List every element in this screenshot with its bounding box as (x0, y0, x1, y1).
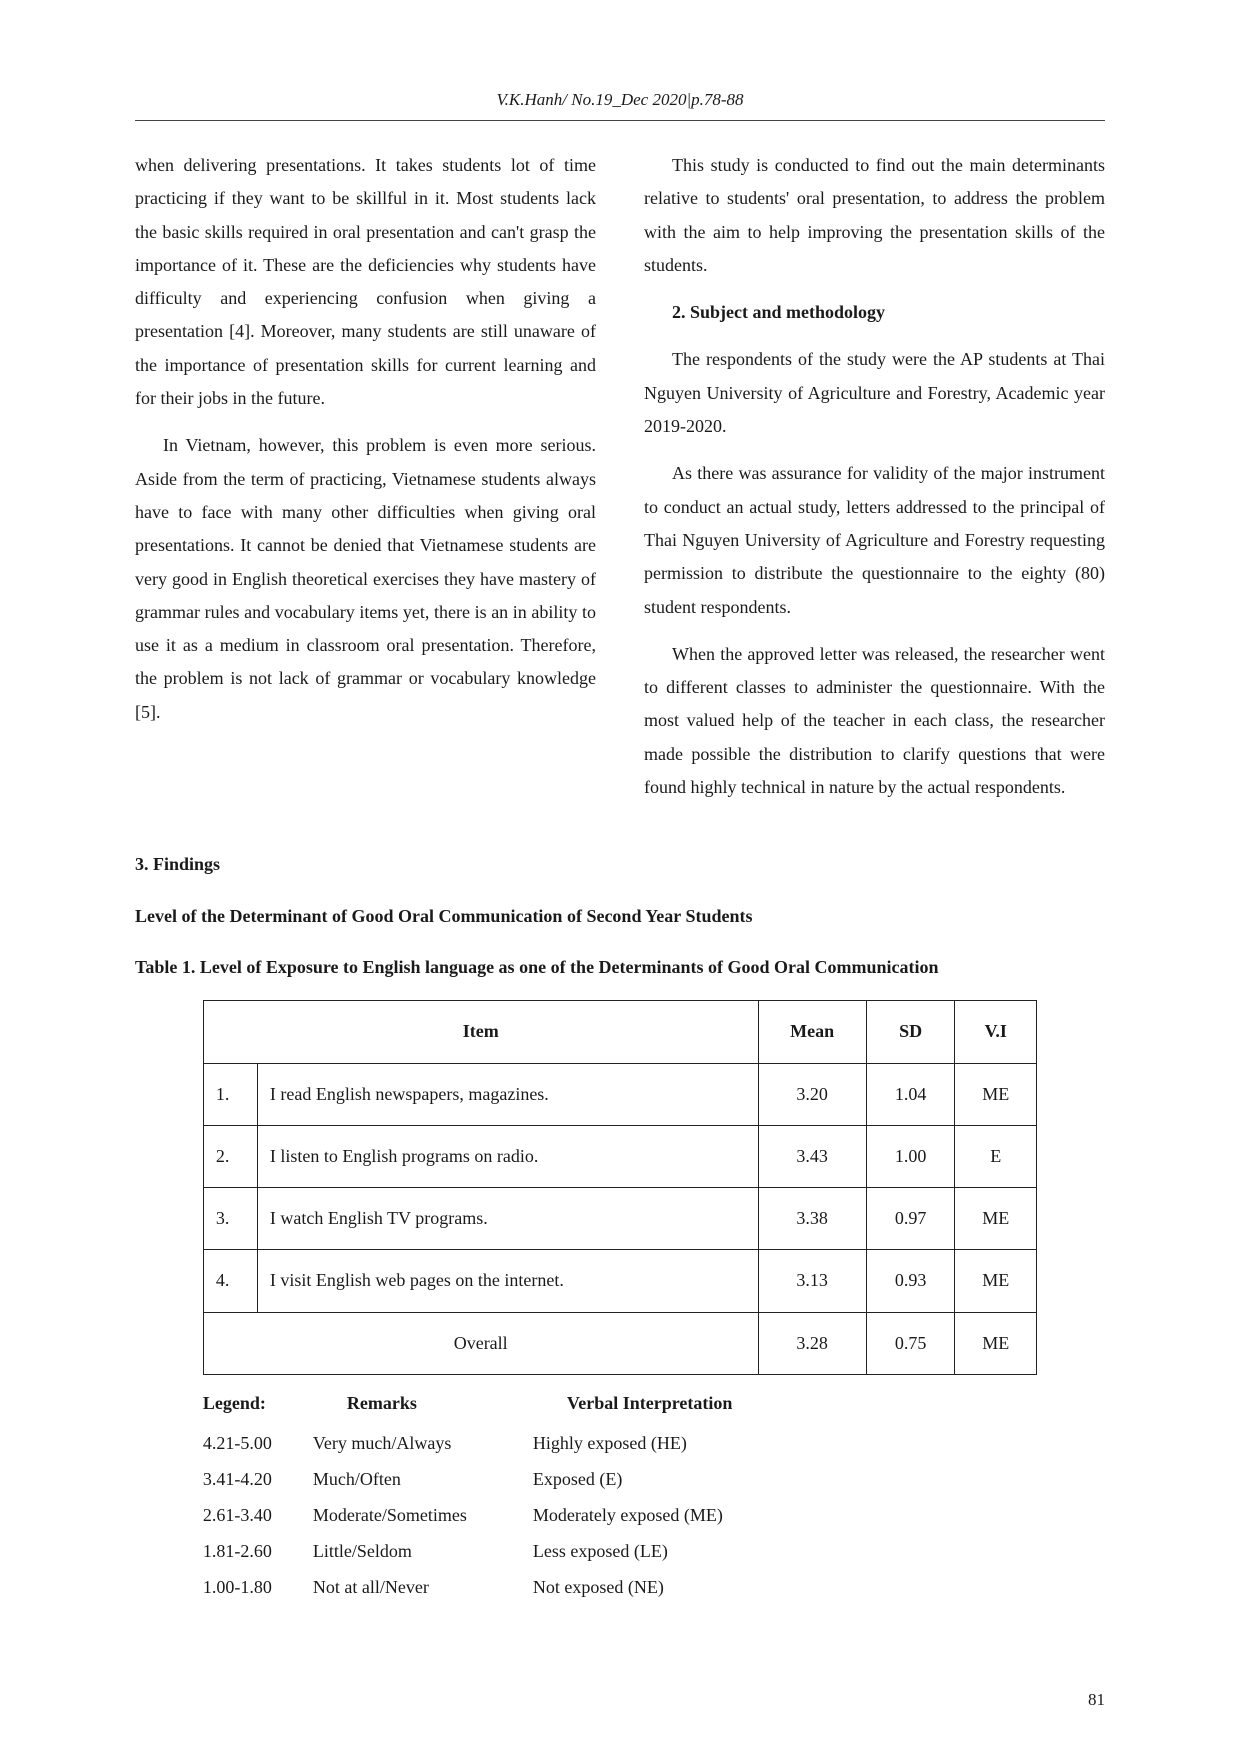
overall-vi: ME (955, 1312, 1037, 1374)
row-mean: 3.43 (758, 1125, 866, 1187)
row-num: 1. (203, 1063, 257, 1125)
table-row: 3. I watch English TV programs. 3.38 0.9… (203, 1188, 1036, 1250)
legend-head-left: Legend: (203, 1385, 313, 1421)
col-mean: Mean (758, 1001, 866, 1063)
body-paragraph: As there was assurance for validity of t… (644, 457, 1105, 623)
row-item: I visit English web pages on the interne… (257, 1250, 758, 1312)
legend-row: 2.61-3.40 Moderate/Sometimes Moderately … (203, 1497, 1037, 1533)
legend-block: Legend: Remarks Verbal Interpretation 4.… (203, 1385, 1037, 1605)
legend-head-right: Verbal Interpretation (567, 1385, 733, 1421)
row-sd: 0.93 (866, 1250, 955, 1312)
row-num: 3. (203, 1188, 257, 1250)
legend-remark: Not at all/Never (313, 1569, 533, 1605)
table-caption: Table 1. Level of Exposure to English la… (135, 951, 1105, 984)
legend-interp: Less exposed (LE) (533, 1533, 1037, 1569)
page: V.K.Hanh/ No.19_Dec 2020|p.78-88 when de… (0, 0, 1240, 1754)
legend-range: 1.81-2.60 (203, 1533, 313, 1569)
body-paragraph: This study is conducted to find out the … (644, 149, 1105, 282)
body-paragraph: In Vietnam, however, this problem is eve… (135, 429, 596, 729)
subsection-heading: Level of the Determinant of Good Oral Co… (135, 900, 1105, 933)
table-row: 4. I visit English web pages on the inte… (203, 1250, 1036, 1312)
body-paragraph: when delivering presentations. It takes … (135, 149, 596, 415)
findings-section: 3. Findings Level of the Determinant of … (135, 848, 1105, 1605)
left-column: when delivering presentations. It takes … (135, 149, 596, 818)
row-vi: ME (955, 1188, 1037, 1250)
table-overall-row: Overall 3.28 0.75 ME (203, 1312, 1036, 1374)
right-column: This study is conducted to find out the … (644, 149, 1105, 818)
overall-sd: 0.75 (866, 1312, 955, 1374)
row-num: 4. (203, 1250, 257, 1312)
table-row: 2. I listen to English programs on radio… (203, 1125, 1036, 1187)
row-vi: ME (955, 1250, 1037, 1312)
two-column-body: when delivering presentations. It takes … (135, 149, 1105, 818)
body-paragraph: When the approved letter was released, t… (644, 638, 1105, 804)
body-paragraph: The respondents of the study were the AP… (644, 343, 1105, 443)
legend-interp: Not exposed (NE) (533, 1569, 1037, 1605)
legend-range: 4.21-5.00 (203, 1425, 313, 1461)
legend-remark: Very much/Always (313, 1425, 533, 1461)
row-item: I listen to English programs on radio. (257, 1125, 758, 1187)
legend-row: 4.21-5.00 Very much/Always Highly expose… (203, 1425, 1037, 1461)
row-vi: ME (955, 1063, 1037, 1125)
legend-head-mid: Remarks (347, 1385, 533, 1421)
col-vi: V.I (955, 1001, 1037, 1063)
legend-remark: Much/Often (313, 1461, 533, 1497)
legend-header: Legend: Remarks Verbal Interpretation (203, 1385, 1037, 1421)
table-1: Item Mean SD V.I 1. I read English newsp… (203, 1000, 1037, 1375)
legend-interp: Highly exposed (HE) (533, 1425, 1037, 1461)
legend-remark: Moderate/Sometimes (313, 1497, 533, 1533)
running-head: V.K.Hanh/ No.19_Dec 2020|p.78-88 (135, 90, 1105, 110)
table-row: 1. I read English newspapers, magazines.… (203, 1063, 1036, 1125)
header-rule (135, 120, 1105, 121)
row-mean: 3.38 (758, 1188, 866, 1250)
page-number: 81 (1088, 1690, 1105, 1710)
legend-row: 1.81-2.60 Little/Seldom Less exposed (LE… (203, 1533, 1037, 1569)
row-mean: 3.13 (758, 1250, 866, 1312)
legend-remark: Little/Seldom (313, 1533, 533, 1569)
row-sd: 1.00 (866, 1125, 955, 1187)
legend-row: 1.00-1.80 Not at all/Never Not exposed (… (203, 1569, 1037, 1605)
legend-interp: Moderately exposed (ME) (533, 1497, 1037, 1533)
row-sd: 1.04 (866, 1063, 955, 1125)
row-mean: 3.20 (758, 1063, 866, 1125)
col-item: Item (203, 1001, 758, 1063)
overall-label: Overall (203, 1312, 758, 1374)
section-heading: 2. Subject and methodology (644, 296, 1105, 329)
row-vi: E (955, 1125, 1037, 1187)
row-num: 2. (203, 1125, 257, 1187)
row-item: I watch English TV programs. (257, 1188, 758, 1250)
legend-range: 3.41-4.20 (203, 1461, 313, 1497)
row-sd: 0.97 (866, 1188, 955, 1250)
legend-interp: Exposed (E) (533, 1461, 1037, 1497)
col-sd: SD (866, 1001, 955, 1063)
legend-range: 2.61-3.40 (203, 1497, 313, 1533)
legend-row: 3.41-4.20 Much/Often Exposed (E) (203, 1461, 1037, 1497)
overall-mean: 3.28 (758, 1312, 866, 1374)
row-item: I read English newspapers, magazines. (257, 1063, 758, 1125)
legend-range: 1.00-1.80 (203, 1569, 313, 1605)
section-heading: 3. Findings (135, 848, 1105, 881)
table-header-row: Item Mean SD V.I (203, 1001, 1036, 1063)
